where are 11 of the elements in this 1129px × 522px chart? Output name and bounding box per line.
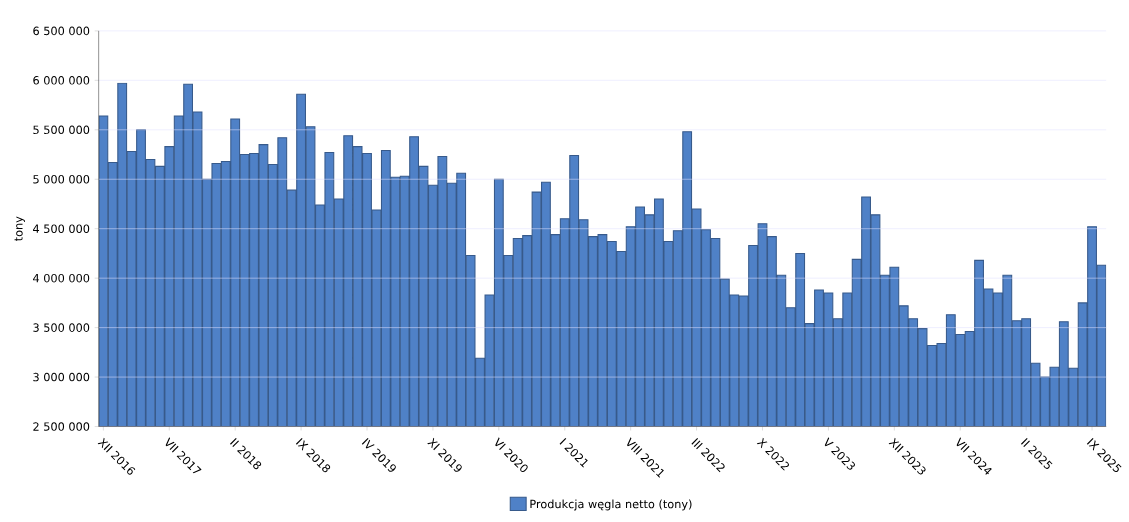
y-tick-label: 5 000 000 <box>33 174 90 184</box>
y-tick-label: 5 500 000 <box>33 125 90 134</box>
y-tick-label: 3 000 000 <box>33 372 90 382</box>
y-axis-title: tony <box>14 216 25 241</box>
y-tick-label: 4 000 000 <box>33 273 90 283</box>
y-tick-label: 4 500 000 <box>33 224 90 233</box>
y-tick-label: 6 500 000 <box>33 26 90 36</box>
y-tick-label: 2 500 000 <box>33 422 90 431</box>
legend-label: Produkcja węgla netto (tony) <box>530 499 692 511</box>
y-tick-label: 3 500 000 <box>33 323 90 332</box>
y-tick-label: 6 000 000 <box>33 75 90 85</box>
